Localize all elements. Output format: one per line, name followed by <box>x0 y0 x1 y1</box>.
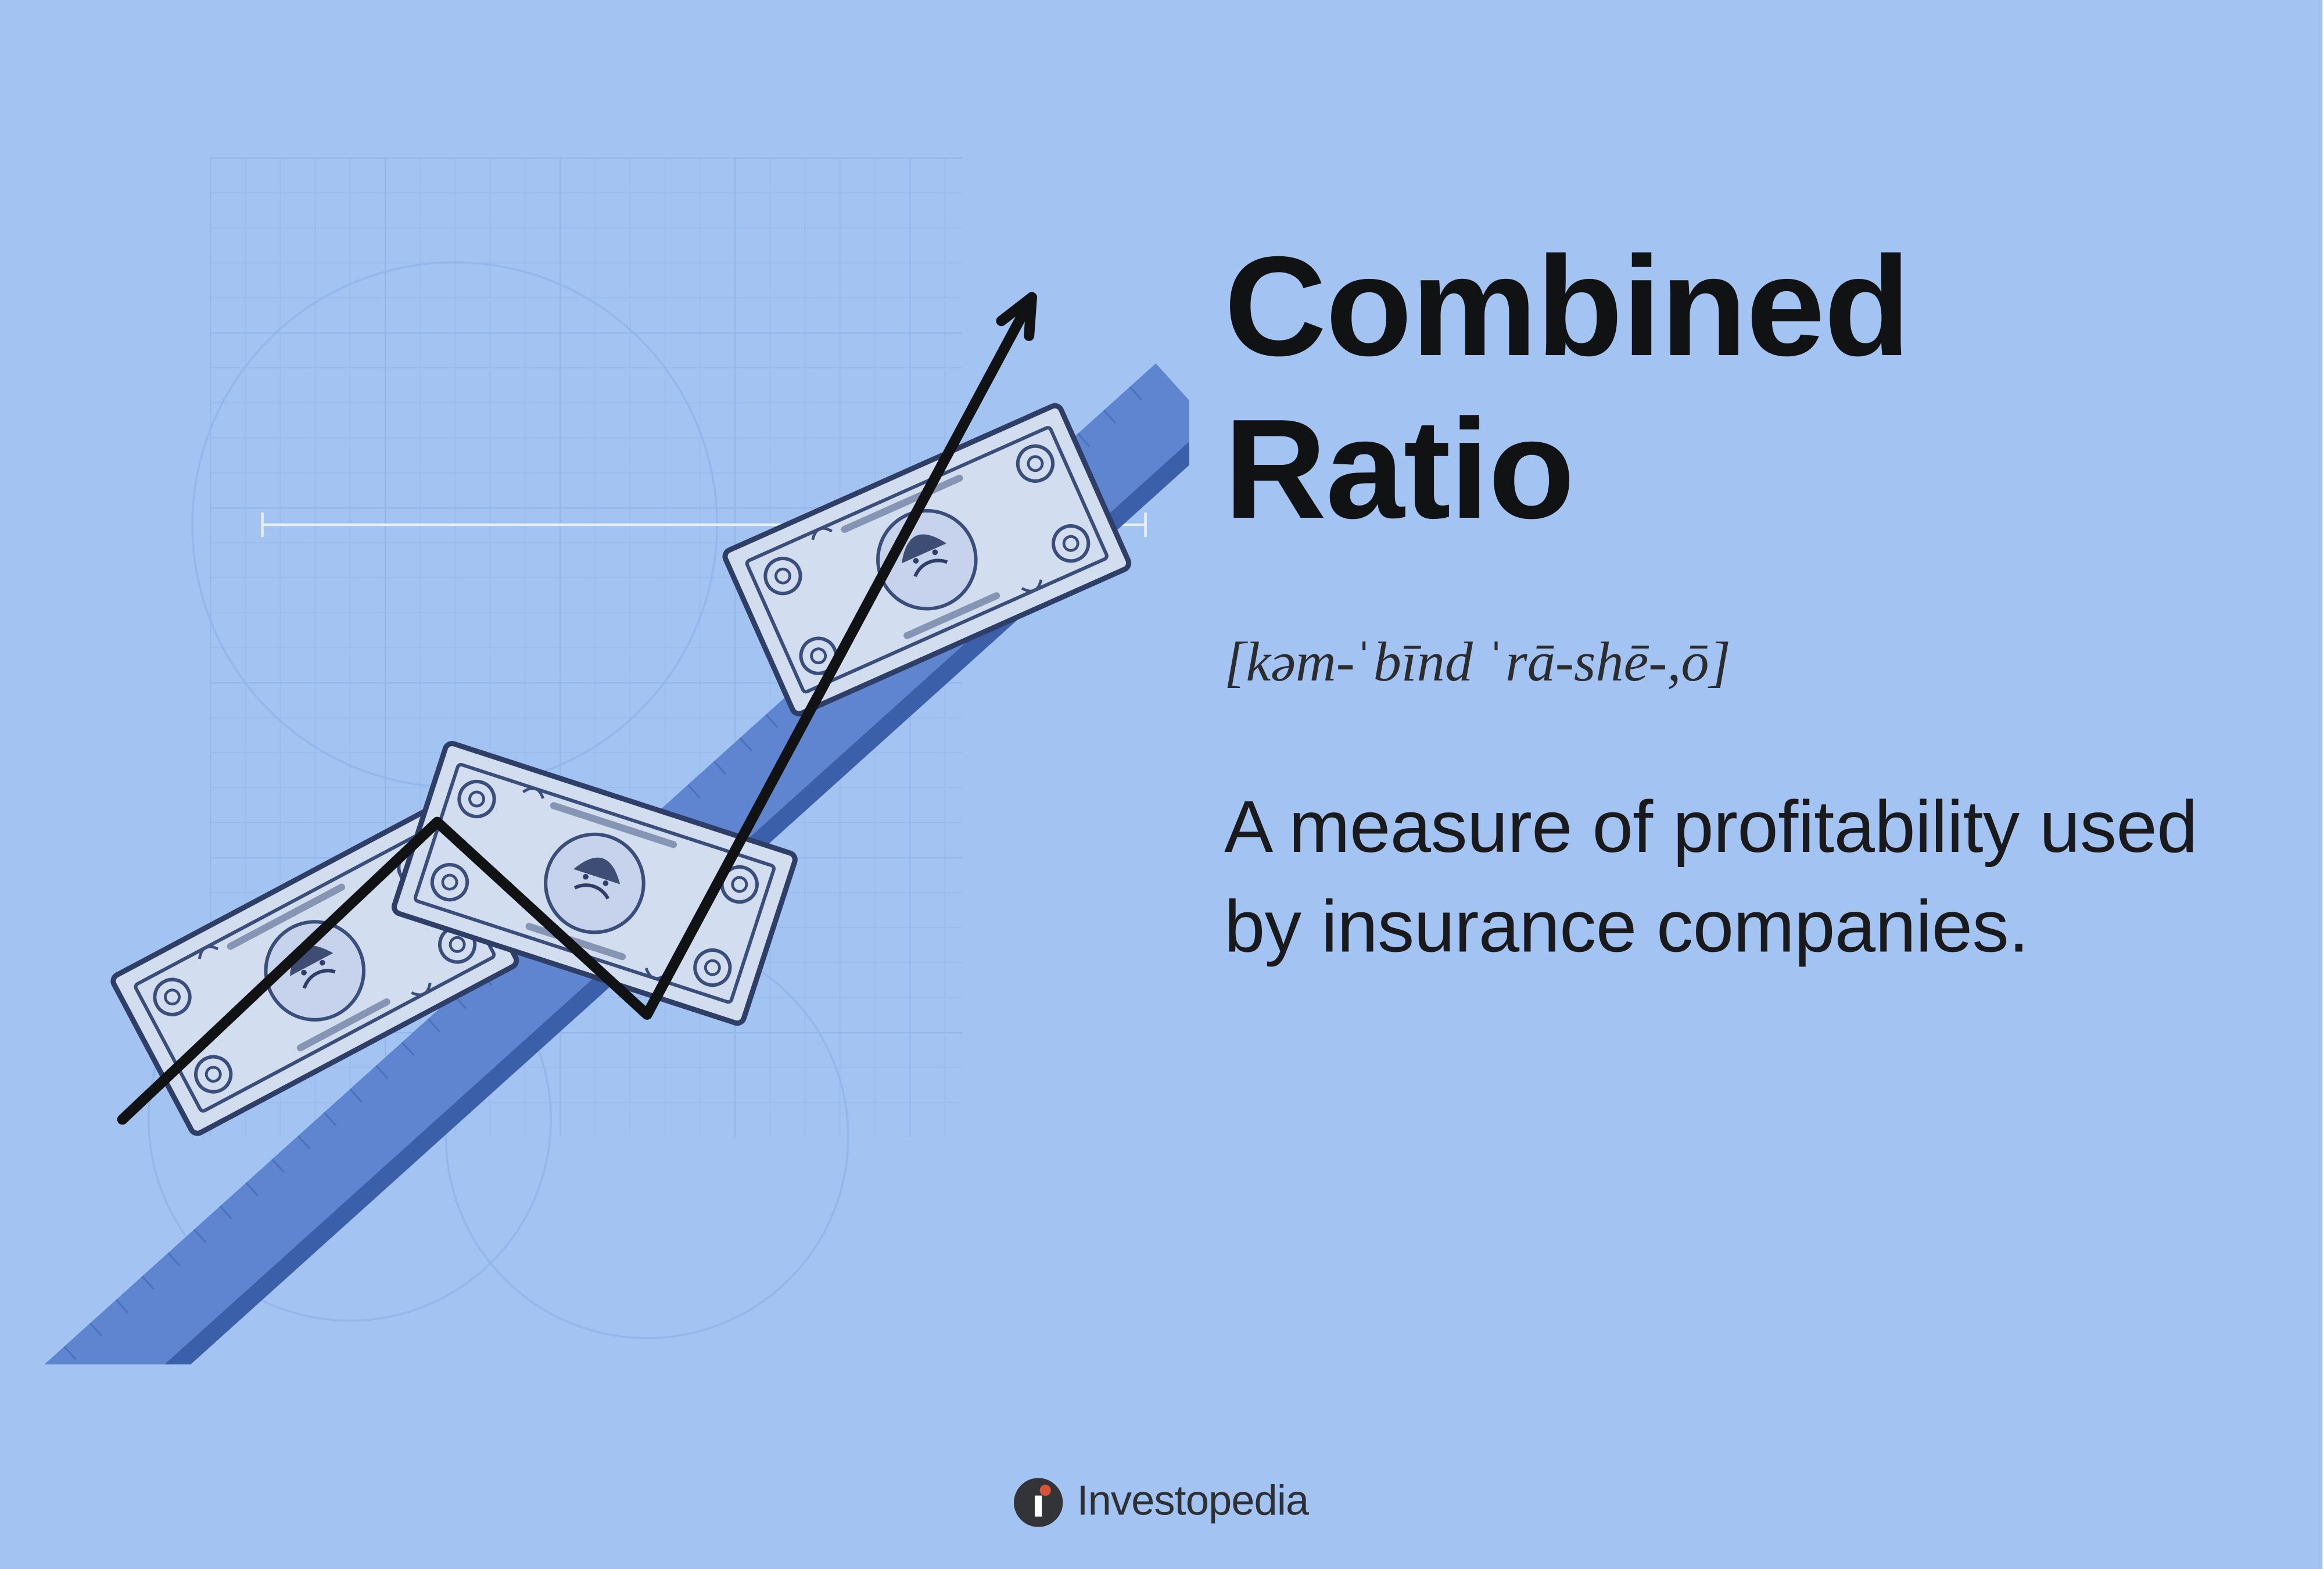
brand-name: Investopedia <box>1077 1478 1308 1527</box>
brand-footer: Investopedia <box>1014 1478 1308 1527</box>
text-block: Combined Ratio [kəm-ˈbīnd ˈrā-shē-,ō] A … <box>1224 227 2204 977</box>
definition-card: Combined Ratio [kəm-ˈbīnd ˈrā-shē-,ō] A … <box>0 0 2322 1569</box>
brand-logo-icon <box>1014 1478 1063 1527</box>
term-title: Combined Ratio <box>1224 227 2204 553</box>
definition: A measure of profitability used by insur… <box>1224 779 2204 977</box>
title-line-1: Combined <box>1224 229 1910 386</box>
money-stair-illustration <box>0 0 1189 1364</box>
title-line-2: Ratio <box>1224 392 1574 550</box>
pronunciation: [kəm-ˈbīnd ˈrā-shē-,ō] <box>1224 630 2204 694</box>
